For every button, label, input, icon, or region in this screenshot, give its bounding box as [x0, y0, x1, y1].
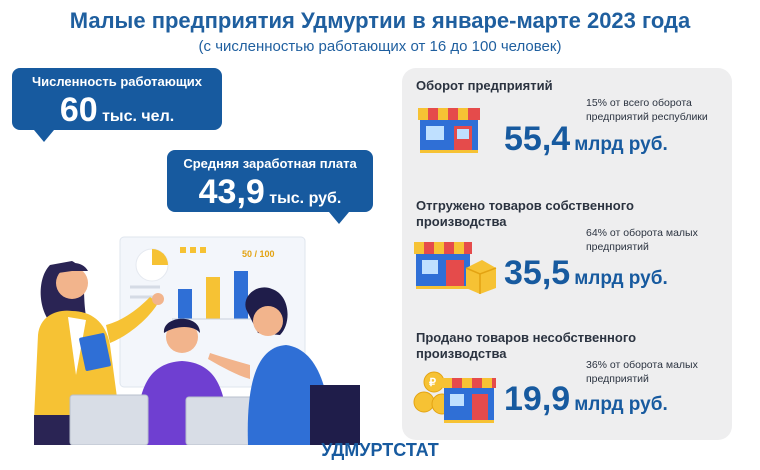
store-with-box-icon — [414, 242, 497, 294]
salary-value-row: 43,9 тыс. руб. — [167, 175, 373, 209]
salary-unit: тыс. руб. — [269, 190, 342, 207]
employees-value-row: 60 тыс. чел. — [12, 93, 222, 127]
board-ratio-label: 50 / 100 — [242, 249, 275, 259]
salary-bubble-tail — [329, 212, 349, 224]
own-goods-title: Отгружено товаров собственного производс… — [416, 198, 634, 230]
man-head — [166, 321, 198, 353]
own-goods-unit: млрд руб. — [574, 268, 668, 289]
own-goods-value: 35,5 — [504, 254, 571, 292]
footer-brand: УДМУРТСТАТ — [321, 440, 439, 460]
board-bar — [178, 289, 192, 319]
other-goods-note: 36% от оборота малых предприятий — [586, 359, 698, 386]
salary-bubble: Средняя заработная плата 43,9 тыс. руб. — [167, 150, 373, 224]
employees-label: Численность работающих — [31, 74, 203, 89]
laptop-left — [69, 394, 149, 445]
employees-value: 60 — [59, 91, 98, 129]
store-with-coins-icon: ₽ — [413, 371, 496, 423]
page-title: Малые предприятия Удмуртии в январе-март… — [69, 8, 691, 33]
stats-panel: Оборот предприятий 15% от всего оборота … — [402, 68, 732, 440]
other-goods-value-row: 19,9 млрд руб. — [504, 380, 668, 419]
employees-bubble: Численность работающих 60 тыс. чел. — [12, 68, 222, 142]
salary-label: Средняя заработная плата — [183, 156, 357, 171]
employees-unit: тыс. чел. — [102, 108, 175, 125]
team-illustration: 50 / 100 — [34, 236, 360, 445]
second-woman-head — [253, 306, 283, 336]
board-bar — [206, 277, 220, 319]
other-goods-value: 19,9 — [504, 380, 571, 418]
svg-text:₽: ₽ — [429, 377, 436, 389]
turnover-title: Оборот предприятий — [416, 78, 553, 93]
clipboard — [79, 333, 111, 371]
turnover-unit: млрд руб. — [574, 134, 668, 155]
turnover-value-row: 55,4 млрд руб. — [504, 120, 668, 159]
employees-bubble-tail — [34, 130, 54, 142]
woman-head — [56, 267, 88, 299]
turnover-value: 55,4 — [504, 120, 571, 158]
own-goods-note: 64% от оборота малых предприятий — [586, 227, 698, 254]
page-subtitle: (с численностью работающих от 16 до 100 … — [198, 38, 562, 55]
own-goods-value-row: 35,5 млрд руб. — [504, 254, 668, 293]
other-goods-title: Продано товаров несобственного производс… — [416, 330, 637, 362]
turnover-note: 15% от всего оборота предприятий республ… — [586, 97, 708, 124]
salary-value: 43,9 — [198, 173, 265, 211]
board-bar — [234, 271, 248, 319]
other-goods-unit: млрд руб. — [574, 394, 668, 415]
store-icon — [418, 108, 480, 153]
